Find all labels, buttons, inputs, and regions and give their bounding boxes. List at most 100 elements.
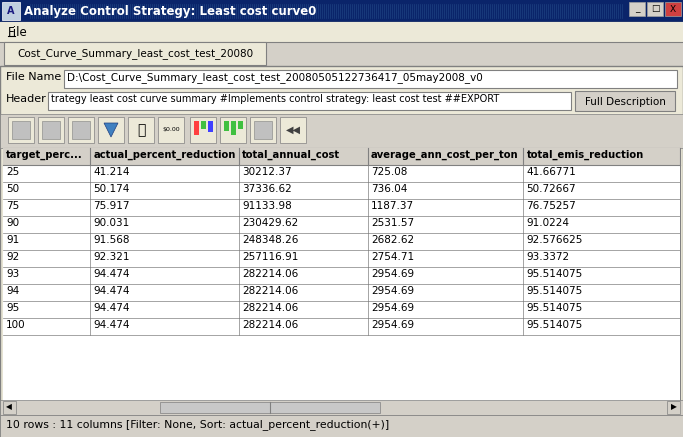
Bar: [68, 117, 94, 143]
Bar: [667, 401, 680, 414]
Bar: [575, 91, 675, 111]
Text: 91.0224: 91.0224: [527, 218, 570, 228]
Bar: [3, 318, 680, 335]
Text: 30212.37: 30212.37: [242, 167, 292, 177]
Text: 👁: 👁: [137, 123, 145, 137]
Text: average_ann_cost_per_ton: average_ann_cost_per_ton: [371, 150, 518, 160]
Text: 50.174: 50.174: [93, 184, 130, 194]
Bar: [0, 400, 683, 415]
Text: A: A: [8, 6, 15, 16]
Bar: [665, 2, 681, 16]
Text: 94.474: 94.474: [93, 320, 130, 330]
Text: 41.214: 41.214: [93, 167, 130, 177]
Text: 91133.98: 91133.98: [242, 201, 292, 211]
Bar: [194, 121, 199, 135]
Text: 94.474: 94.474: [93, 286, 130, 296]
Text: 2954.69: 2954.69: [371, 286, 414, 296]
Text: 725.08: 725.08: [371, 167, 407, 177]
Text: 230429.62: 230429.62: [242, 218, 298, 228]
Bar: [3, 148, 680, 415]
Bar: [38, 117, 64, 143]
Text: File: File: [8, 26, 28, 39]
Bar: [3, 199, 680, 216]
Bar: [0, 114, 683, 148]
Bar: [3, 148, 680, 165]
Text: 75: 75: [6, 201, 19, 211]
Text: ▶: ▶: [671, 402, 677, 412]
Text: 248348.26: 248348.26: [242, 235, 298, 245]
Bar: [3, 233, 680, 250]
Bar: [231, 121, 236, 135]
Text: File Name: File Name: [6, 72, 61, 82]
Bar: [224, 121, 229, 131]
Bar: [3, 401, 16, 414]
Text: 92: 92: [6, 252, 19, 262]
Bar: [72, 121, 90, 139]
Text: Analyze Control Strategy: Least cost curve0: Analyze Control Strategy: Least cost cur…: [24, 4, 316, 17]
Text: Header: Header: [6, 94, 46, 104]
Text: 95: 95: [6, 303, 19, 313]
Bar: [3, 335, 680, 415]
Text: 76.75257: 76.75257: [527, 201, 576, 211]
Bar: [48, 92, 571, 110]
Text: 2531.57: 2531.57: [371, 218, 414, 228]
Bar: [3, 216, 680, 233]
Bar: [158, 117, 184, 143]
Text: □: □: [651, 4, 659, 14]
Bar: [3, 165, 680, 182]
Text: 1187.37: 1187.37: [371, 201, 414, 211]
Bar: [3, 182, 680, 199]
Text: _: _: [635, 4, 639, 14]
Bar: [0, 0, 683, 22]
Bar: [220, 117, 246, 143]
Bar: [254, 121, 272, 139]
Bar: [4, 42, 266, 65]
Text: 93: 93: [6, 269, 19, 279]
Bar: [8, 117, 34, 143]
Text: 282214.06: 282214.06: [242, 303, 298, 313]
Text: 282214.06: 282214.06: [242, 320, 298, 330]
Text: total_annual_cost: total_annual_cost: [242, 150, 340, 160]
Polygon shape: [104, 123, 118, 137]
Bar: [3, 284, 680, 301]
Text: 2954.69: 2954.69: [371, 303, 414, 313]
Text: X: X: [670, 4, 676, 14]
Text: 37336.62: 37336.62: [242, 184, 292, 194]
Bar: [3, 267, 680, 284]
Bar: [190, 117, 216, 143]
Bar: [42, 121, 60, 139]
Text: 2682.62: 2682.62: [371, 235, 414, 245]
Text: 2954.69: 2954.69: [371, 269, 414, 279]
Bar: [250, 117, 276, 143]
Bar: [0, 66, 683, 415]
Text: 50.72667: 50.72667: [527, 184, 576, 194]
Text: 736.04: 736.04: [371, 184, 407, 194]
Text: Full Description: Full Description: [585, 97, 665, 107]
Text: 92.576625: 92.576625: [527, 235, 583, 245]
Text: 100: 100: [6, 320, 26, 330]
Text: target_perc...: target_perc...: [6, 150, 83, 160]
Text: 25: 25: [6, 167, 19, 177]
Text: ◀◀: ◀◀: [285, 125, 301, 135]
Bar: [0, 415, 683, 437]
Text: 2754.71: 2754.71: [371, 252, 414, 262]
Text: 75.917: 75.917: [93, 201, 130, 211]
Bar: [238, 121, 243, 129]
Bar: [208, 121, 213, 132]
Text: 91.568: 91.568: [93, 235, 130, 245]
Text: 95.514075: 95.514075: [527, 303, 583, 313]
Text: D:\Cost_Curve_Summary_least_cost_test_20080505122736417_05may2008_v0: D:\Cost_Curve_Summary_least_cost_test_20…: [67, 72, 483, 83]
Bar: [64, 70, 677, 88]
Bar: [0, 22, 683, 42]
Bar: [3, 250, 680, 267]
Text: 282214.06: 282214.06: [242, 286, 298, 296]
Bar: [160, 402, 380, 413]
Text: 91: 91: [6, 235, 19, 245]
Text: trategy least cost curve summary #Implements control strategy: least cost test #: trategy least cost curve summary #Implem…: [51, 94, 499, 104]
Text: 90: 90: [6, 218, 19, 228]
Text: 95.514075: 95.514075: [527, 286, 583, 296]
Text: 94: 94: [6, 286, 19, 296]
Bar: [128, 117, 154, 143]
Text: 94.474: 94.474: [93, 303, 130, 313]
Text: 93.3372: 93.3372: [527, 252, 570, 262]
